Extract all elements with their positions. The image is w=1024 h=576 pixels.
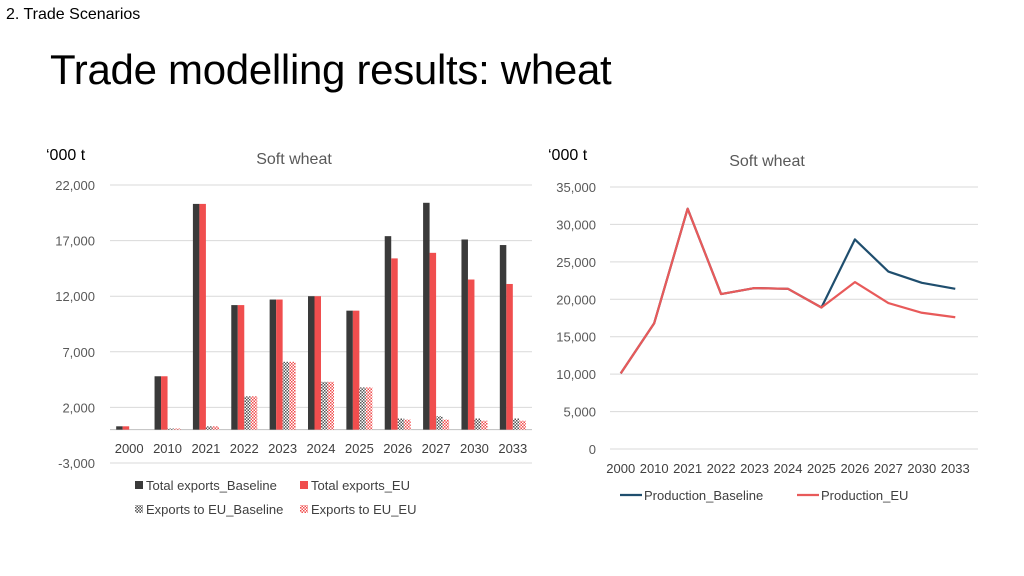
bar xyxy=(365,387,373,430)
bar xyxy=(461,239,468,430)
bar xyxy=(276,299,283,430)
series-line xyxy=(619,207,956,375)
x-tick-label: 2024 xyxy=(774,461,803,476)
bar xyxy=(506,283,513,430)
series-line xyxy=(619,207,956,375)
x-tick-label: 2030 xyxy=(460,441,489,456)
bar xyxy=(237,305,245,430)
x-tick-label: 2022 xyxy=(230,441,259,456)
x-tick-label: 2021 xyxy=(191,441,220,456)
bar xyxy=(327,381,334,430)
x-tick-label: 2025 xyxy=(345,441,374,456)
bar xyxy=(282,361,290,430)
bar xyxy=(346,310,353,430)
x-tick-label: 2027 xyxy=(874,461,903,476)
bar xyxy=(122,426,130,430)
y-tick-label: 0 xyxy=(589,442,596,457)
bar xyxy=(519,420,526,430)
x-tick-label: 2022 xyxy=(707,461,736,476)
bar xyxy=(192,203,200,430)
y-tick-label: 17,000 xyxy=(55,234,95,249)
bar xyxy=(231,305,238,430)
bar-chart-unit-label: ‘000 t xyxy=(46,147,86,164)
y-tick-label: 15,000 xyxy=(556,330,596,345)
bar xyxy=(442,419,450,430)
x-tick-label: 2026 xyxy=(840,461,869,476)
x-tick-label: 2024 xyxy=(307,441,336,456)
bar xyxy=(359,387,366,430)
line-chart-unit-label: ‘000 t xyxy=(548,147,588,164)
legend-label: Production_Baseline xyxy=(644,488,763,503)
legend-label: Exports to EU_Baseline xyxy=(146,502,283,517)
legend-swatch xyxy=(300,505,308,513)
y-tick-label: 5,000 xyxy=(563,405,596,420)
bar xyxy=(244,396,251,430)
x-tick-label: 2033 xyxy=(941,461,970,476)
bar xyxy=(161,376,168,430)
x-tick-label: 2010 xyxy=(153,441,182,456)
y-tick-label: 12,000 xyxy=(55,289,95,304)
bar xyxy=(391,258,398,430)
bar xyxy=(174,428,181,430)
bar xyxy=(499,245,507,430)
legend-label: Total exports_Baseline xyxy=(146,478,277,493)
y-tick-label: 25,000 xyxy=(556,255,596,270)
legend-label: Exports to EU_EU xyxy=(311,502,417,517)
x-tick-label: 2025 xyxy=(807,461,836,476)
bar xyxy=(467,279,475,430)
bar xyxy=(199,203,206,430)
bar xyxy=(397,418,405,430)
bar xyxy=(404,419,411,430)
y-tick-label: 7,000 xyxy=(62,345,95,360)
x-tick-label: 2021 xyxy=(673,461,702,476)
bar xyxy=(423,202,430,430)
y-tick-label: 2,000 xyxy=(62,400,95,415)
x-tick-label: 2000 xyxy=(115,441,144,456)
bar xyxy=(352,310,360,430)
section-label: 2. Trade Scenarios xyxy=(6,6,141,23)
y-tick-label: -3,000 xyxy=(58,456,95,471)
y-tick-label: 35,000 xyxy=(556,180,596,195)
x-tick-label: 2026 xyxy=(383,441,412,456)
bar xyxy=(512,418,520,430)
bar xyxy=(116,426,123,430)
x-tick-label: 2023 xyxy=(740,461,769,476)
bar xyxy=(321,381,328,430)
bar xyxy=(205,426,213,430)
legend-label: Production_EU xyxy=(821,488,908,503)
x-tick-label: 2000 xyxy=(606,461,635,476)
y-tick-label: 10,000 xyxy=(556,367,596,382)
slide-title: Trade modelling results: wheat xyxy=(50,46,612,93)
bar xyxy=(474,418,481,430)
y-tick-label: 30,000 xyxy=(556,217,596,232)
y-tick-label: 22,000 xyxy=(55,178,95,193)
legend-swatch xyxy=(135,481,143,489)
y-tick-label: 20,000 xyxy=(556,292,596,307)
bar xyxy=(429,252,437,430)
legend-swatch xyxy=(300,481,308,489)
line-chart-title: Soft wheat xyxy=(729,153,805,170)
bar xyxy=(384,236,392,430)
legend-swatch xyxy=(135,505,143,513)
x-tick-label: 2030 xyxy=(907,461,936,476)
x-tick-label: 2010 xyxy=(640,461,669,476)
bar xyxy=(289,361,296,430)
bar-chart-title: Soft wheat xyxy=(256,151,332,168)
bar-chart: Soft wheat -3,000 2,000 7,000 12,000 17,000 22… xyxy=(55,151,532,517)
bar xyxy=(269,299,277,430)
x-tick-label: 2023 xyxy=(268,441,297,456)
x-tick-label: 2033 xyxy=(498,441,527,456)
line-chart: Soft wheat 0 5,000 10,000 15,000 20,000 25,000… xyxy=(556,153,978,503)
bar xyxy=(314,296,321,430)
bar xyxy=(480,420,488,430)
bar xyxy=(154,376,162,430)
bar xyxy=(167,428,175,430)
bar xyxy=(308,296,315,430)
bar xyxy=(250,396,258,430)
bar xyxy=(436,416,443,430)
bar xyxy=(212,426,219,430)
x-tick-label: 2027 xyxy=(422,441,451,456)
legend-label: Total exports_EU xyxy=(311,478,410,493)
